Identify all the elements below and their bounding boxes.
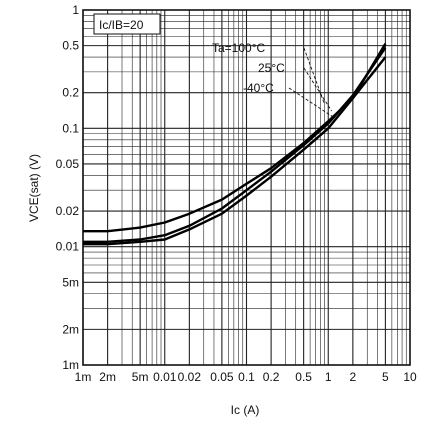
- x-tick-label: 5m: [132, 370, 149, 384]
- x-tick-labels: 1m 2m 5m 0.01 0.02 0.05 0.1 0.2 0.5 1 2 5 10: [75, 370, 417, 384]
- y-tick-label: 2m: [62, 322, 79, 336]
- x-tick-label: 0.01: [153, 370, 177, 384]
- y-tick-label: 0.5: [62, 39, 79, 53]
- condition-label: Ic/IB=20: [99, 18, 144, 32]
- y-tick-label: 0.05: [56, 157, 80, 171]
- x-axis-label: Ic (A): [231, 403, 260, 417]
- y-tick-label: 0.01: [56, 240, 80, 254]
- x-tick-label: 0.1: [238, 370, 255, 384]
- label-leader-lines: [288, 47, 337, 120]
- x-tick-label: 5: [382, 370, 389, 384]
- x-tick-label: 0.5: [295, 370, 312, 384]
- series-label-2: 25°C: [258, 61, 285, 75]
- x-tick-label: 0.2: [263, 370, 280, 384]
- series-label-3: -40°C: [243, 81, 274, 95]
- series-line-3: [83, 42, 387, 246]
- condition-label-box: [93, 13, 161, 35]
- leader-line-3: [288, 87, 337, 120]
- x-tick-label: 2: [350, 370, 357, 384]
- plot-frame: [82, 9, 411, 366]
- y-tick-label: 1m: [62, 358, 79, 372]
- x-tick-label: 0.02: [178, 370, 202, 384]
- x-tick-label: 0.05: [210, 370, 234, 384]
- series-labels: Ta=100°C 25°C -40°C: [212, 41, 285, 95]
- y-tick-label: 0.02: [56, 204, 80, 218]
- y-tick-labels: 1m 2m 5m 0.01 0.02 0.05 0.1 0.2 0.5 1: [56, 3, 80, 372]
- major-grid: [82, 10, 410, 366]
- y-tick-label: 5m: [62, 275, 79, 289]
- x-tick-label: 10: [403, 370, 417, 384]
- x-tick-label: 1: [325, 370, 332, 384]
- x-tick-label: 1m: [75, 370, 92, 384]
- x-tick-label: 2m: [99, 370, 116, 384]
- y-tick-label: 0.1: [62, 121, 79, 135]
- curves: [83, 42, 387, 246]
- y-axis-label: VCE(sat) (V): [27, 154, 41, 222]
- series-label-1: Ta=100°C: [212, 41, 266, 55]
- leader-line-2: [303, 67, 333, 112]
- y-tick-label: 0.2: [62, 86, 79, 100]
- series-line-2: [83, 47, 387, 243]
- y-tick-label: 1: [72, 3, 79, 17]
